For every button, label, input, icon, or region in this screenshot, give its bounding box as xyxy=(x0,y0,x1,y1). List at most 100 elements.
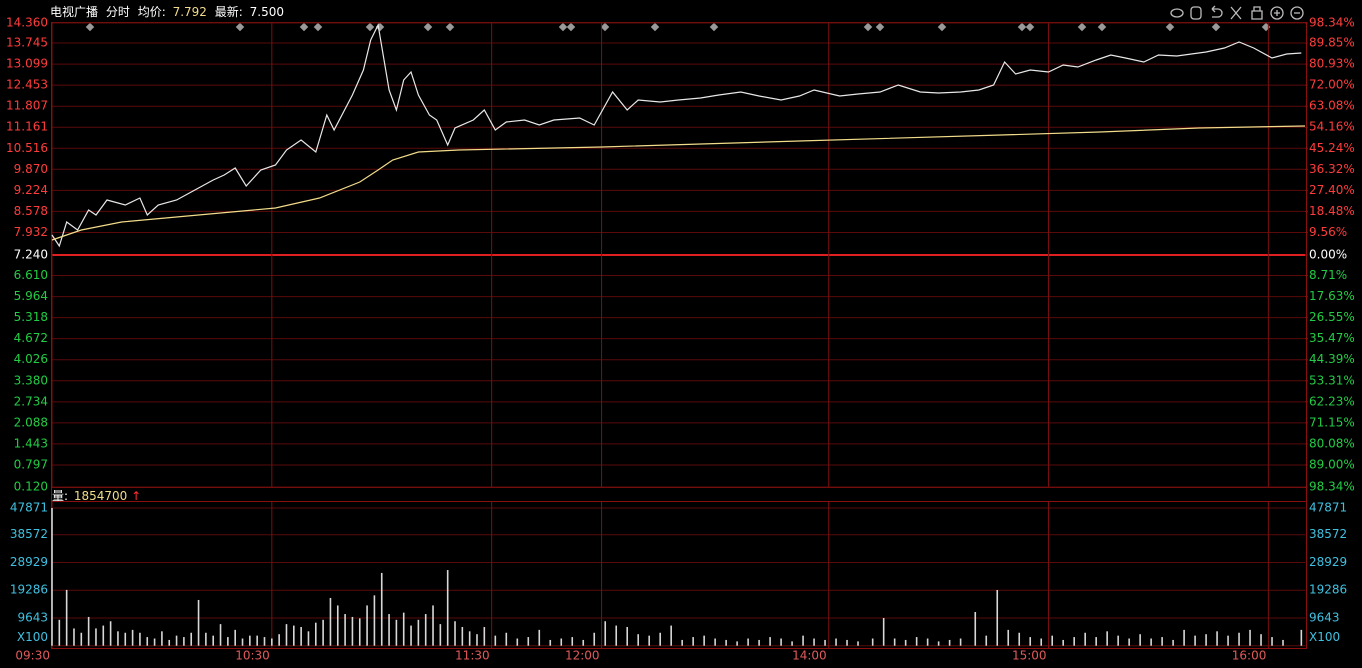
y-tick-label: 4.026 xyxy=(14,352,48,366)
y2-tick-label: 71.15% xyxy=(1309,415,1355,429)
volume-bar xyxy=(1194,635,1196,646)
volume-bar xyxy=(329,597,332,646)
undo-icon[interactable] xyxy=(1211,5,1223,18)
y2-tick-label: 53.31% xyxy=(1309,373,1355,387)
volume-bar xyxy=(1106,631,1108,646)
volume-bar xyxy=(1029,637,1032,646)
volume-bar xyxy=(758,639,760,646)
volume-bar xyxy=(336,605,339,646)
y2-tick-label: 17.63% xyxy=(1309,289,1355,303)
volume-bar xyxy=(615,625,618,646)
volume-bar xyxy=(802,635,804,646)
volume-bar xyxy=(1095,637,1097,646)
volume-bar xyxy=(527,637,530,646)
volume-bar xyxy=(996,589,999,646)
volume-bar xyxy=(937,641,940,646)
volume-bar xyxy=(139,632,141,646)
volume-bar xyxy=(948,639,951,646)
volume-tick-label: 19286 xyxy=(10,583,48,597)
toolbar xyxy=(1170,5,1304,20)
volume-bar xyxy=(670,625,672,646)
y-tick-label: 3.380 xyxy=(14,373,48,387)
y2-tick-label: 26.55% xyxy=(1309,310,1355,324)
zoom-in-icon[interactable] xyxy=(1270,6,1284,20)
last-value: 7.500 xyxy=(250,5,284,19)
volume-bar xyxy=(351,616,354,646)
y-tick-label: 9.224 xyxy=(14,183,48,197)
y2-tick-label: 89.85% xyxy=(1309,36,1355,50)
volume-bar xyxy=(659,632,661,646)
volume-bar xyxy=(190,632,193,646)
volume-tick-label: X100 xyxy=(1309,630,1340,644)
volume-bar xyxy=(344,614,346,646)
y2-tick-label: 98.34% xyxy=(1309,480,1355,494)
volume-bar xyxy=(58,619,61,646)
stock-name: 电视广播 xyxy=(50,4,98,19)
volume-bar xyxy=(582,639,585,646)
y-tick-label: 7.932 xyxy=(14,225,48,239)
volume-bar xyxy=(424,614,427,646)
x-tick-label: 16:00 xyxy=(1232,649,1267,663)
volume-bar xyxy=(293,625,295,646)
lock-icon[interactable] xyxy=(1251,6,1263,20)
volume-bar xyxy=(1161,637,1163,646)
cut-icon[interactable] xyxy=(1230,6,1242,20)
volume-bar xyxy=(1216,631,1218,646)
y-tick-label: 10.516 xyxy=(6,141,48,155)
y2-tick-label: 8.71% xyxy=(1309,268,1347,282)
event-marker xyxy=(1097,22,1107,32)
hand-icon[interactable] xyxy=(1190,6,1202,20)
volume-bar xyxy=(813,638,815,646)
volume-bar xyxy=(161,631,163,646)
volume-bar xyxy=(648,635,650,646)
volume-bar xyxy=(380,572,383,646)
event-marker xyxy=(566,22,576,32)
event-marker xyxy=(709,22,719,32)
volume-bar xyxy=(725,639,727,646)
zoom-out-icon[interactable] xyxy=(1290,6,1304,20)
event-marker xyxy=(863,22,873,32)
volume-bar xyxy=(857,641,859,646)
volume-bar xyxy=(373,595,376,646)
volume-bar xyxy=(1018,632,1021,646)
price-line xyxy=(51,23,1302,248)
volume-bar xyxy=(153,638,156,646)
y2-tick-label: 36.32% xyxy=(1309,162,1355,176)
event-marker xyxy=(1025,22,1035,32)
y-tick-label: 2.734 xyxy=(14,394,48,408)
volume-bar xyxy=(494,635,497,646)
y2-tick-label: 45.24% xyxy=(1309,141,1355,155)
volume-bar xyxy=(1128,638,1130,646)
volume-bar xyxy=(263,637,266,646)
volume-bar xyxy=(769,637,771,646)
volume-bar xyxy=(560,638,563,646)
avg-value: 7.792 xyxy=(173,5,207,19)
y-tick-label: 12.453 xyxy=(6,78,48,92)
y-tick-label: 0.797 xyxy=(14,457,48,471)
volume-bar xyxy=(307,631,310,646)
y-tick-label: 1.443 xyxy=(14,436,48,450)
volume-bar xyxy=(516,638,519,646)
volume-tick-label: 9643 xyxy=(1309,610,1340,624)
y-tick-label: 4.672 xyxy=(14,331,48,345)
volume-bar xyxy=(278,634,280,646)
volume-bar xyxy=(1139,634,1141,646)
volume-bar xyxy=(73,628,75,646)
volume-tick-label: 9643 xyxy=(17,610,48,624)
volume-bar xyxy=(692,637,694,646)
y2-tick-label: 9.56% xyxy=(1309,225,1347,239)
volume-tick-label: 28929 xyxy=(10,555,48,569)
volume-bar xyxy=(314,622,317,646)
volume-bar xyxy=(1238,632,1240,646)
y2-tick-label: 35.47% xyxy=(1309,331,1355,345)
y2-tick-label: 72.00% xyxy=(1309,78,1355,92)
view-icon[interactable] xyxy=(1170,8,1184,18)
volume-bar xyxy=(117,631,119,646)
event-marker xyxy=(235,22,245,32)
volume-bar xyxy=(1007,629,1010,646)
volume-total: 1854700 xyxy=(74,489,127,503)
volume-bar xyxy=(549,639,552,646)
y-tick-label: 6.610 xyxy=(14,268,48,282)
volume-bar xyxy=(51,508,53,646)
